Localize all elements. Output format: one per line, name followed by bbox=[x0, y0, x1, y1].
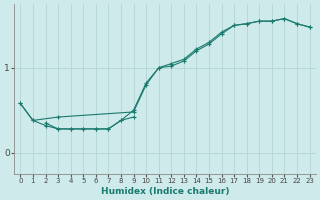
X-axis label: Humidex (Indice chaleur): Humidex (Indice chaleur) bbox=[101, 187, 229, 196]
